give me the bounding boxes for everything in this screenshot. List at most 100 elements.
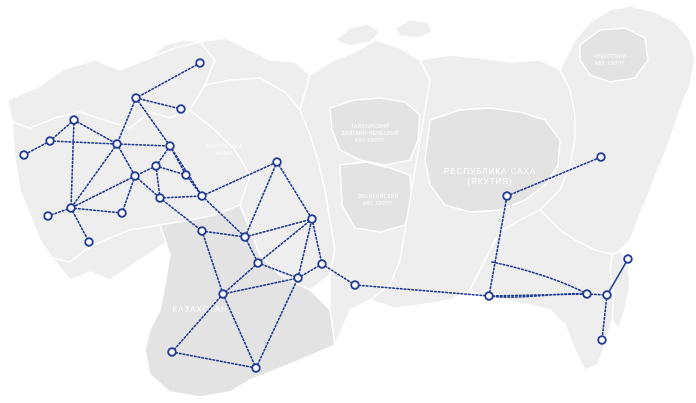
network-link	[297, 218, 313, 279]
network-link	[257, 262, 299, 279]
network-link	[70, 175, 136, 209]
network-link	[506, 156, 602, 197]
network-node	[130, 171, 140, 181]
network-node	[181, 170, 191, 180]
network-link	[121, 175, 136, 214]
network-link	[155, 165, 161, 199]
network-link	[491, 261, 588, 295]
network-link	[601, 294, 608, 341]
network-link	[171, 351, 257, 369]
network-node	[251, 363, 261, 373]
network-link	[135, 62, 201, 99]
network-link	[70, 143, 118, 209]
label-taimyr-3: АВТ. ОКРУГ	[355, 138, 386, 144]
label-komi-2: КОМИ	[216, 151, 232, 157]
network-link	[49, 119, 75, 142]
network-link	[488, 195, 508, 297]
label-yakutia-2: (ЯКУТИЯ)	[467, 177, 512, 186]
network-link	[244, 218, 313, 238]
network-node	[176, 104, 186, 114]
network-link	[70, 207, 123, 214]
network-node	[597, 335, 607, 345]
network-link	[606, 258, 629, 296]
network-node	[317, 259, 327, 269]
network-nodes	[19, 58, 633, 373]
network-link	[171, 293, 224, 353]
network-node	[66, 203, 76, 213]
network-link	[222, 262, 259, 295]
network-node	[197, 226, 207, 236]
label-chukotka-2: АВТ. ОКРУГ	[595, 61, 626, 67]
network-link	[23, 140, 51, 156]
network-link	[488, 292, 588, 298]
network-link	[321, 263, 356, 286]
network-node	[350, 280, 360, 290]
label-komi-1: РЕСПУБЛИКА	[206, 144, 243, 150]
network-links	[23, 62, 629, 369]
network-node	[218, 289, 228, 299]
label-yakutia-1: РЕСПУБЛИКА САХА	[444, 167, 536, 176]
network-node	[117, 208, 127, 218]
region-islands	[333, 23, 382, 47]
network-link	[116, 143, 171, 147]
network-node	[623, 254, 633, 264]
label-evenkia-2: АВТ. ОКРУГ	[363, 201, 394, 207]
network-link	[159, 197, 203, 232]
region-arctic-isle	[394, 19, 433, 39]
network-link	[201, 195, 246, 238]
network-link	[354, 284, 490, 297]
network-node	[484, 291, 494, 301]
network-link	[116, 143, 136, 177]
network-link	[255, 277, 299, 369]
network-node	[131, 93, 141, 103]
network-node	[19, 150, 29, 160]
network-node	[197, 191, 207, 201]
network-node	[253, 258, 263, 268]
network-link	[155, 165, 187, 176]
network-node	[167, 347, 177, 357]
network-link	[276, 161, 313, 220]
network-link	[222, 293, 257, 369]
network-link	[311, 218, 323, 265]
network-node	[69, 115, 79, 125]
network-node	[602, 290, 612, 300]
region-chukotka	[579, 27, 649, 83]
network-link	[201, 161, 278, 197]
network-link	[257, 218, 313, 264]
network-node	[195, 58, 205, 68]
network-node	[84, 237, 94, 247]
network-node	[112, 139, 122, 149]
label-taimyr-1: ТАЙМЫРСКИЙ	[351, 122, 390, 130]
label-taimyr-2: ДОЛГАНО-НЕНЕЦКИЙ	[341, 129, 399, 137]
network-node	[582, 289, 592, 299]
network-node	[165, 141, 175, 151]
network-node	[293, 273, 303, 283]
region-taimyr	[329, 97, 421, 166]
region-yakutia	[424, 107, 561, 213]
network-link	[135, 97, 171, 147]
region-far-east-north	[539, 5, 696, 256]
region-kola	[149, 39, 201, 59]
network-link	[222, 277, 299, 295]
network-node	[307, 214, 317, 224]
network-link	[70, 207, 90, 243]
label-chukotka-1: ЧУКОТСКИЙ	[594, 52, 627, 60]
network-link	[134, 175, 161, 199]
network-link	[244, 236, 259, 264]
region-sakhalin	[609, 249, 631, 332]
landmass	[7, 5, 696, 398]
network-node	[155, 193, 165, 203]
network-node	[596, 152, 606, 162]
network-node	[272, 157, 282, 167]
network-node	[502, 191, 512, 201]
network-link	[135, 97, 182, 110]
network-link	[201, 230, 246, 238]
region-labels: ЧУКОТСКИЙ АВТ. ОКРУГ ТАЙМЫРСКИЙ ДОЛГАНО-…	[172, 52, 626, 314]
network-node	[43, 211, 53, 221]
network-link	[70, 119, 75, 209]
network-node	[151, 161, 161, 171]
label-kazakhstan: КАЗАХСТАН	[172, 305, 227, 314]
network-link	[116, 97, 137, 145]
